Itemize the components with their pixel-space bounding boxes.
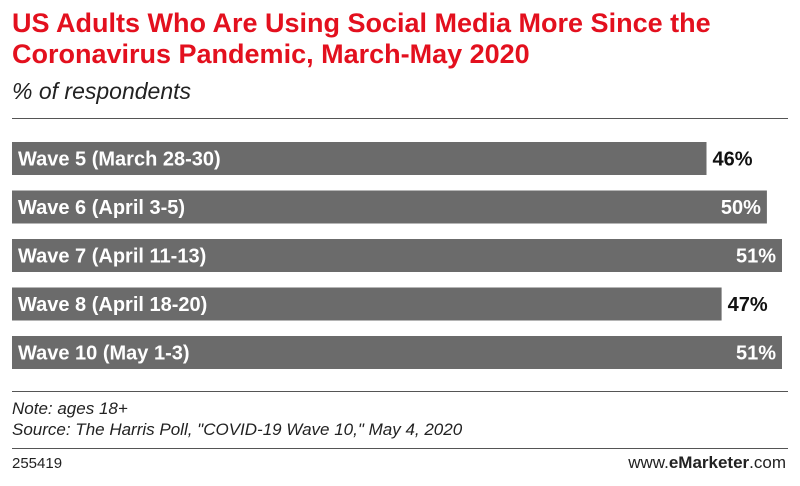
bar-3 xyxy=(12,239,782,272)
chart-title: US Adults Who Are Using Social Media Mor… xyxy=(12,8,711,69)
bar-2 xyxy=(12,190,767,224)
note-text: Note: ages 18+ xyxy=(12,399,128,418)
bar-value-label: 51% xyxy=(736,343,776,365)
bar-value-label: 46% xyxy=(713,149,753,171)
brand-link[interactable]: www.eMarketer.com xyxy=(628,453,786,473)
brand-suffix: .com xyxy=(749,453,786,472)
bar-category-label: Wave 6 (April 3-5) xyxy=(18,197,185,219)
bar-category-label: Wave 8 (April 18-20) xyxy=(18,294,207,316)
bar-category-label: Wave 10 (May 1-3) xyxy=(18,343,190,365)
bar-category-label: Wave 5 (March 28-30) xyxy=(18,149,221,171)
bar-1 xyxy=(12,142,707,175)
bar-category-label: Wave 7 (April 11-13) xyxy=(18,246,206,268)
bar-5 xyxy=(12,336,782,369)
chart-id: 255419 xyxy=(12,455,63,472)
bar-4 xyxy=(12,287,722,321)
bar-value-label: 47% xyxy=(728,294,768,316)
source-text: Source: The Harris Poll, "COVID-19 Wave … xyxy=(12,420,463,439)
chart-notes: Note: ages 18+ Source: The Harris Poll, … xyxy=(12,398,462,440)
chart-subtitle: % of respondents xyxy=(12,78,192,104)
bottom-divider xyxy=(12,391,788,392)
brand-prefix: www. xyxy=(628,453,669,472)
footer-divider xyxy=(12,448,788,449)
bar-value-label: 51% xyxy=(736,246,776,268)
bar-value-label: 50% xyxy=(721,197,761,219)
brand-name: eMarketer xyxy=(668,453,750,472)
top-divider xyxy=(12,118,788,119)
